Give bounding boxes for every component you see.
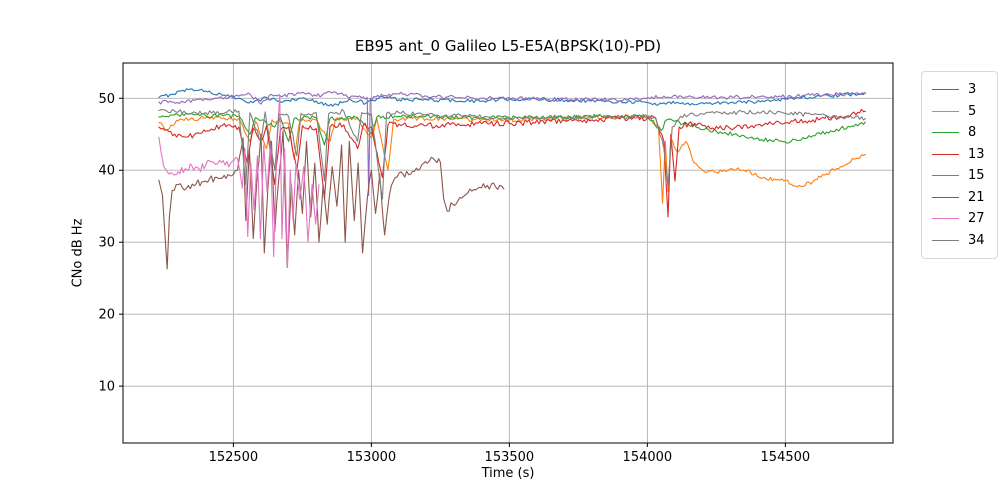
x-tick-label: 154000 — [623, 450, 673, 465]
legend-label: 27 — [968, 211, 985, 226]
x-tick-label: 153000 — [347, 450, 397, 465]
legend-item: 21 — [932, 188, 985, 207]
y-axis-label: CNo dB Hz — [70, 218, 86, 288]
legend-swatch — [932, 196, 959, 198]
series-line-5 — [158, 114, 866, 204]
x-axis-label: Time (s) — [481, 466, 535, 481]
series-line-21 — [158, 130, 505, 270]
legend-swatch — [932, 239, 959, 241]
legend-item: 34 — [932, 231, 985, 250]
legend-label: 21 — [968, 189, 985, 205]
plot-frame — [122, 62, 894, 444]
legend-item: 8 — [932, 123, 985, 142]
legend-label: 3 — [968, 82, 977, 97]
legend-swatch — [932, 218, 959, 219]
legend-label: 34 — [968, 232, 985, 248]
y-tick-label: 20 — [98, 308, 115, 323]
series-line-3 — [158, 88, 866, 107]
y-tick-label: 30 — [98, 236, 115, 251]
legend-item: 27 — [932, 209, 985, 228]
legend-item: 3 — [932, 80, 985, 99]
legend: 3 5 8 13 15 21 27 34 — [921, 71, 998, 259]
legend-label: 13 — [968, 146, 985, 162]
series-line-34 — [158, 108, 866, 200]
legend-swatch — [932, 175, 959, 176]
legend-swatch — [932, 132, 959, 133]
legend-item: 5 — [932, 102, 985, 121]
legend-swatch — [932, 153, 959, 155]
y-tick-label: 10 — [98, 380, 115, 395]
series-line-13 — [158, 108, 866, 218]
y-tick-label: 40 — [98, 164, 115, 179]
legend-item: 13 — [932, 145, 985, 164]
legend-label: 5 — [968, 103, 977, 119]
legend-label: 8 — [968, 125, 977, 140]
x-tick-label: 153500 — [485, 450, 535, 465]
legend-swatch — [932, 89, 959, 90]
series-line-15 — [158, 91, 866, 196]
legend-item: 15 — [932, 166, 985, 185]
y-tick-label: 50 — [98, 92, 115, 107]
x-tick-label: 154500 — [761, 450, 811, 465]
legend-swatch — [932, 110, 959, 112]
x-tick-label: 152500 — [209, 450, 259, 465]
legend-label: 15 — [968, 168, 985, 183]
series-line-27 — [158, 94, 320, 268]
chart-title: EB95 ant_0 Galileo L5-E5A(BPSK(10)-PD) — [354, 37, 662, 55]
